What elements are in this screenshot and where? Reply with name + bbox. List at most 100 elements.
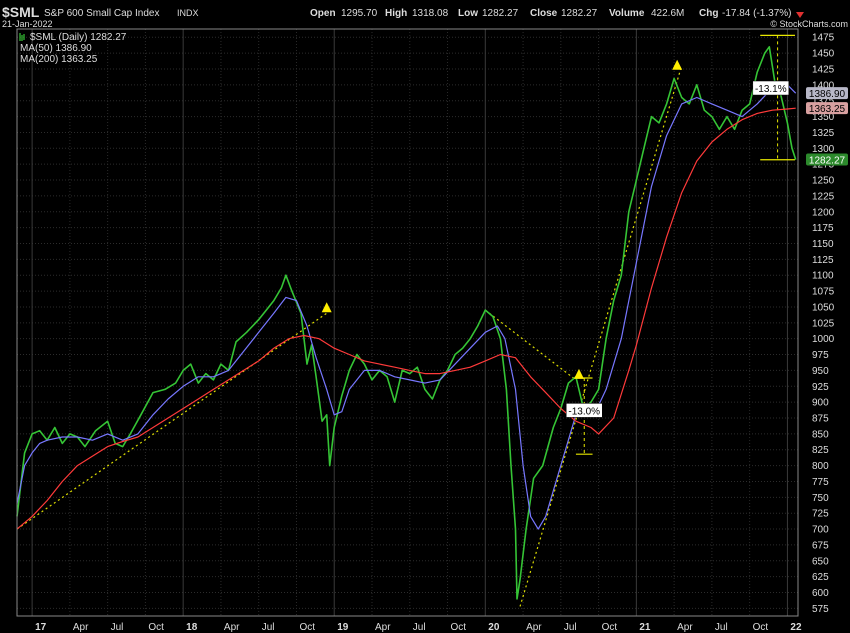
y-tick-label: 650 xyxy=(812,556,829,567)
y-tick-label: 675 xyxy=(812,540,829,551)
y-tick-label: 725 xyxy=(812,509,829,520)
y-tick-label: 1300 xyxy=(812,144,835,155)
x-tick-label: 20 xyxy=(488,622,500,633)
y-tick-label: 875 xyxy=(812,414,829,425)
price-tag xyxy=(806,102,848,115)
x-tick-label: Apr xyxy=(73,622,89,633)
chg-value: -17.84 (-1.37%) xyxy=(722,8,791,19)
legend-price-icon xyxy=(19,33,25,41)
y-tick-label: 1125 xyxy=(812,255,834,266)
x-tick-label: Jul xyxy=(564,622,577,633)
legend-ma50-label: MA(50) 1386.90 xyxy=(20,43,92,54)
x-tick-label: Jul xyxy=(715,622,728,633)
y-tick-label: 1475 xyxy=(812,33,835,44)
annotation-label: -13.1% xyxy=(755,84,787,95)
high-value: 1318.08 xyxy=(412,8,449,19)
exchange-label: INDX xyxy=(177,8,199,18)
y-tick-label: 625 xyxy=(812,572,829,583)
x-tick-label: Apr xyxy=(224,622,240,633)
index-name: S&P 600 Small Cap Index xyxy=(44,8,159,19)
y-tick-label: 775 xyxy=(812,477,829,488)
volume-label: Volume xyxy=(609,8,645,19)
y-axis-ticks: 575 600 625 650 675 700 725 750 775 800 825 850 875 9… xyxy=(812,33,835,615)
annotation-label: -13.0% xyxy=(568,406,600,417)
x-axis-ticks: 17 Apr Jul Oct 18 Apr Jul Oct 19 Apr Jul Oct 20 Apr Ju… xyxy=(35,622,802,633)
y-tick-label: 1200 xyxy=(812,207,835,218)
legend-price-label: $SML (Daily) 1282.27 xyxy=(30,32,127,43)
series-line-0 xyxy=(16,46,797,600)
y-tick-label: 1375 xyxy=(812,96,835,107)
chg-label: Chg xyxy=(699,8,718,19)
y-tick-label: 1425 xyxy=(812,64,835,75)
close-value: 1282.27 xyxy=(561,8,598,19)
arrow-up-icon xyxy=(573,368,584,379)
y-tick-label: 600 xyxy=(812,588,829,599)
price-tags: 1386.90 1363.25 1282.27 xyxy=(806,87,848,167)
annotations: -13.0% -13.1% xyxy=(565,80,790,418)
low-value: 1282.27 xyxy=(482,8,519,19)
x-tick-label: Apr xyxy=(677,622,693,633)
price-tag xyxy=(806,87,848,100)
trendline xyxy=(519,65,683,607)
y-tick-label: 1175 xyxy=(812,223,834,234)
y-tick-label: 975 xyxy=(812,350,829,361)
y-tick-label: 825 xyxy=(812,445,829,456)
legend-ma200-label: MA(200) 1363.25 xyxy=(20,54,98,65)
y-tick-label: 925 xyxy=(812,382,829,393)
y-tick-label: 750 xyxy=(812,493,829,504)
high-label: High xyxy=(385,8,407,19)
y-tick-label: 1050 xyxy=(812,302,835,313)
x-tick-label: Apr xyxy=(526,622,542,633)
y-tick-label: 1250 xyxy=(812,176,835,187)
y-tick-label: 1450 xyxy=(812,49,835,60)
y-tick-label: 1325 xyxy=(812,128,835,139)
trendlines xyxy=(16,65,683,607)
y-tick-label: 800 xyxy=(812,461,829,472)
annotation-box xyxy=(565,403,603,418)
y-tick-label: 1100 xyxy=(812,271,834,282)
price-tag xyxy=(806,153,848,166)
y-tick-label: 1025 xyxy=(812,318,835,329)
price-tag-label: 1386.90 xyxy=(809,89,846,100)
down-arrow-icon xyxy=(796,12,804,18)
arrow-up-icon xyxy=(672,59,683,70)
legend: $SML (Daily) 1282.27 MA(50) 1386.90 MA(2… xyxy=(19,32,127,65)
x-tick-label: Oct xyxy=(299,622,315,633)
x-tick-label: 22 xyxy=(790,622,802,633)
y-tick-label: 1075 xyxy=(812,287,835,298)
x-tick-label: Oct xyxy=(148,622,164,633)
arrow-up-icon xyxy=(321,302,332,313)
watermark: © StockCharts.com xyxy=(770,19,848,29)
y-tick-label: 1350 xyxy=(812,112,835,123)
x-tick-label: Jul xyxy=(111,622,124,633)
x-tick-label: 19 xyxy=(337,622,349,633)
low-label: Low xyxy=(458,8,478,19)
close-label: Close xyxy=(530,8,558,19)
x-tick-label: Oct xyxy=(602,622,618,633)
x-tick-label: Oct xyxy=(451,622,467,633)
price-tag-label: 1282.27 xyxy=(809,156,846,167)
open-value: 1295.70 xyxy=(341,8,378,19)
date-label: 21-Jan-2022 xyxy=(2,19,53,29)
x-tick-label: 18 xyxy=(186,622,198,633)
annotation-box xyxy=(752,80,790,96)
y-tick-label: 900 xyxy=(812,398,829,409)
y-tick-label: 1150 xyxy=(812,239,834,250)
volume-value: 422.6M xyxy=(651,8,684,19)
plot-frame xyxy=(16,28,799,617)
trendline xyxy=(484,309,577,381)
series-lines xyxy=(16,46,797,600)
price-tag-label: 1363.25 xyxy=(809,104,846,115)
y-tick-label: 1400 xyxy=(812,80,835,91)
x-tick-label: Jul xyxy=(262,622,275,633)
y-tick-label: 700 xyxy=(812,525,829,536)
x-tick-label: 17 xyxy=(35,622,47,633)
open-label: Open xyxy=(310,8,336,19)
y-tick-label: 850 xyxy=(812,429,829,440)
x-tick-label: Oct xyxy=(753,622,769,633)
x-tick-label: Jul xyxy=(413,622,426,633)
y-tick-label: 575 xyxy=(812,604,829,615)
